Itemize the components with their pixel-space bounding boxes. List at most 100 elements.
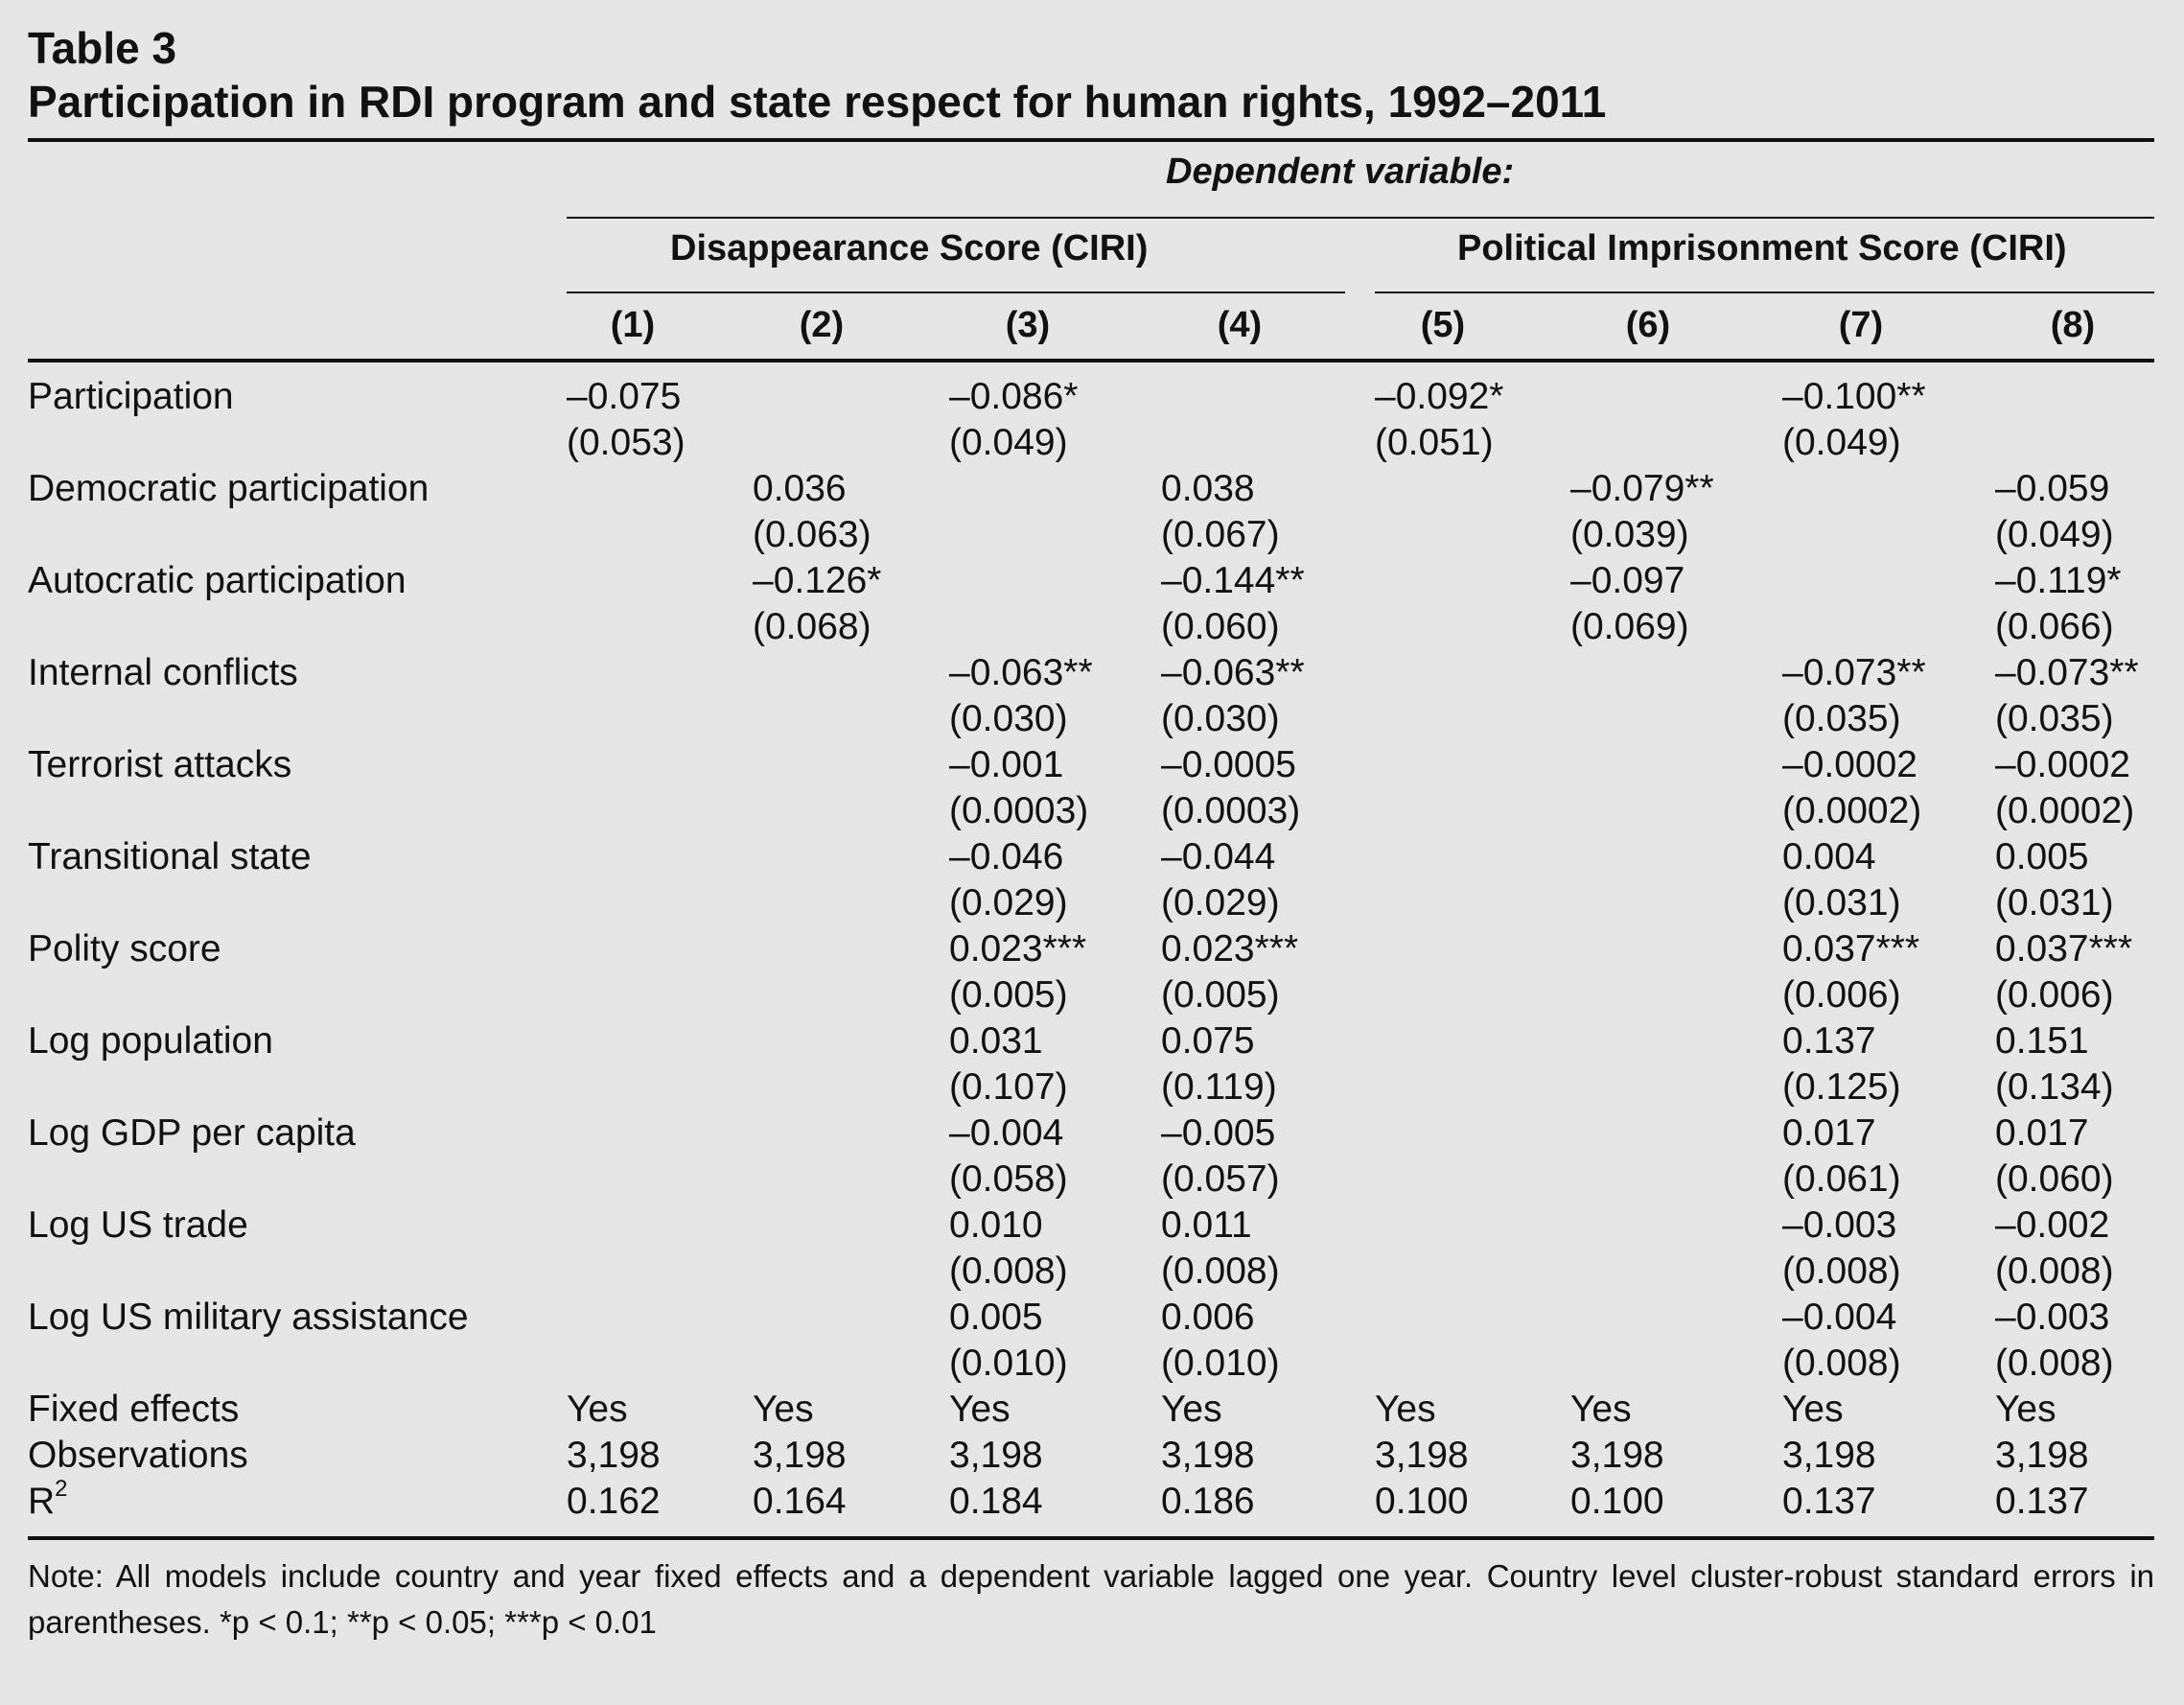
standard-error-cell: (0.061) <box>1782 1158 1901 1200</box>
footer-row-label-text: Fixed effects <box>28 1389 240 1430</box>
coefficient-cell: 0.137 <box>1782 1020 1876 1062</box>
standard-error-cell: (0.006) <box>1995 974 2114 1016</box>
standard-error-cell: (0.060) <box>1161 606 1280 647</box>
standard-error-cell: (0.031) <box>1782 882 1901 923</box>
coefficient-cell: –0.097 <box>1570 560 1685 601</box>
footer-cell: 3,198 <box>1995 1435 2089 1476</box>
standard-error-cell: (0.031) <box>1995 882 2114 923</box>
coefficient-cell: 0.031 <box>949 1020 1043 1062</box>
row-label: Log GDP per capita <box>28 1112 356 1154</box>
coefficient-cell: –0.144** <box>1161 560 1305 601</box>
row-label: Participation <box>28 376 234 417</box>
standard-error-cell: (0.008) <box>1995 1343 2114 1384</box>
footer-cell: Yes <box>949 1389 1011 1430</box>
column-number-4: (4) <box>1217 305 1263 345</box>
group-rule-disappearance <box>567 292 1345 293</box>
coefficient-cell: 0.017 <box>1782 1112 1876 1154</box>
footer-row-label-superscript: 2 <box>55 1476 68 1502</box>
standard-error-cell: (0.049) <box>949 422 1068 463</box>
group-rule-political-imprisonment <box>1375 292 2154 293</box>
footer-cell: 3,198 <box>753 1435 847 1476</box>
standard-error-cell: (0.0002) <box>1782 790 1922 831</box>
coefficient-cell: 0.004 <box>1782 836 1876 877</box>
coefficient-cell: –0.004 <box>1782 1296 1897 1338</box>
coefficient-cell: –0.079** <box>1570 468 1714 509</box>
coefficient-cell: 0.017 <box>1995 1112 2089 1154</box>
footer-cell: 3,198 <box>1570 1435 1664 1476</box>
coefficient-cell: –0.003 <box>1782 1204 1897 1246</box>
coefficient-cell: 0.038 <box>1161 468 1255 509</box>
standard-error-cell: (0.035) <box>1995 698 2114 739</box>
coefficient-cell: –0.075 <box>567 376 682 417</box>
table-note: Note: All models include country and yea… <box>28 1558 2154 1640</box>
column-number-6: (6) <box>1625 305 1671 345</box>
coefficient-cell: –0.046 <box>949 836 1064 877</box>
dependent-variable-rule <box>567 217 2154 219</box>
coefficient-cell: 0.005 <box>1995 836 2089 877</box>
header-bottom-rule <box>28 359 2154 362</box>
footer-cell: Yes <box>567 1389 628 1430</box>
standard-error-cell: (0.0002) <box>1995 790 2135 831</box>
standard-error-cell: (0.051) <box>1375 422 1494 463</box>
footer-cell: Yes <box>1375 1389 1436 1430</box>
standard-error-cell: (0.008) <box>949 1250 1068 1292</box>
coefficient-cell: –0.086* <box>949 376 1079 417</box>
coefficient-cell: –0.001 <box>949 744 1064 785</box>
coefficient-cell: –0.063** <box>1161 652 1305 693</box>
bottom-rule <box>28 1536 2154 1540</box>
coefficient-cell: –0.119* <box>1995 560 2122 601</box>
standard-error-cell: (0.008) <box>1161 1250 1280 1292</box>
coefficient-cell: –0.0002 <box>1782 744 1917 785</box>
row-label: Democratic participation <box>28 468 430 509</box>
footer-row-label: R2 <box>28 1478 68 1523</box>
standard-error-cell: (0.030) <box>949 698 1068 739</box>
standard-error-cell: (0.119) <box>1161 1066 1277 1108</box>
column-number-8: (8) <box>2050 305 2096 345</box>
row-label: Terrorist attacks <box>28 744 292 785</box>
coefficient-cell: –0.092* <box>1375 376 1504 417</box>
row-label: Internal conflicts <box>28 652 298 693</box>
standard-error-cell: (0.010) <box>949 1343 1068 1384</box>
footer-cell: 0.137 <box>1995 1481 2089 1522</box>
coefficient-cell: 0.023*** <box>949 928 1087 969</box>
footer-cell: 0.164 <box>753 1481 847 1522</box>
footer-cell: 3,198 <box>567 1435 661 1476</box>
footer-cell: Yes <box>1995 1389 2056 1430</box>
column-number-5: (5) <box>1420 305 1466 345</box>
standard-error-cell: (0.008) <box>1782 1250 1901 1292</box>
footer-row-label-text: Observations <box>28 1435 248 1476</box>
standard-error-cell: (0.010) <box>1161 1343 1280 1384</box>
standard-error-cell: (0.008) <box>1782 1343 1901 1384</box>
standard-error-cell: (0.008) <box>1995 1250 2114 1292</box>
standard-error-cell: (0.029) <box>1161 882 1280 923</box>
standard-error-cell: (0.068) <box>753 606 871 647</box>
standard-error-cell: (0.0003) <box>1161 790 1301 831</box>
top-rule <box>28 138 2154 142</box>
footer-cell: Yes <box>1782 1389 1844 1430</box>
footer-cell: 0.184 <box>949 1481 1043 1522</box>
table-title: Participation in RDI program and state r… <box>28 77 1607 127</box>
footer-cell: Yes <box>753 1389 814 1430</box>
footer-cell: 0.186 <box>1161 1481 1255 1522</box>
footer-cell: 3,198 <box>1161 1435 1255 1476</box>
column-number-3: (3) <box>1005 305 1051 345</box>
standard-error-cell: (0.057) <box>1161 1158 1280 1200</box>
standard-error-cell: (0.058) <box>949 1158 1068 1200</box>
coefficient-cell: 0.011 <box>1161 1204 1252 1246</box>
standard-error-cell: (0.066) <box>1995 606 2114 647</box>
coefficient-cell: –0.059 <box>1995 468 2110 509</box>
standard-error-cell: (0.049) <box>1782 422 1901 463</box>
coefficient-cell: –0.0002 <box>1995 744 2130 785</box>
standard-error-cell: (0.030) <box>1161 698 1280 739</box>
standard-error-cell: (0.125) <box>1782 1066 1901 1108</box>
standard-error-cell: (0.005) <box>949 974 1068 1016</box>
coefficient-cell: –0.005 <box>1161 1112 1276 1154</box>
coefficient-cell: –0.126* <box>753 560 882 601</box>
standard-error-cell: (0.069) <box>1570 606 1689 647</box>
coefficient-cell: –0.073** <box>1995 652 2139 693</box>
footer-cell: 3,198 <box>949 1435 1043 1476</box>
column-number-2: (2) <box>799 305 845 345</box>
coefficient-cell: 0.010 <box>949 1204 1043 1246</box>
footer-cell: 0.137 <box>1782 1481 1876 1522</box>
coefficient-cell: –0.004 <box>949 1112 1064 1154</box>
